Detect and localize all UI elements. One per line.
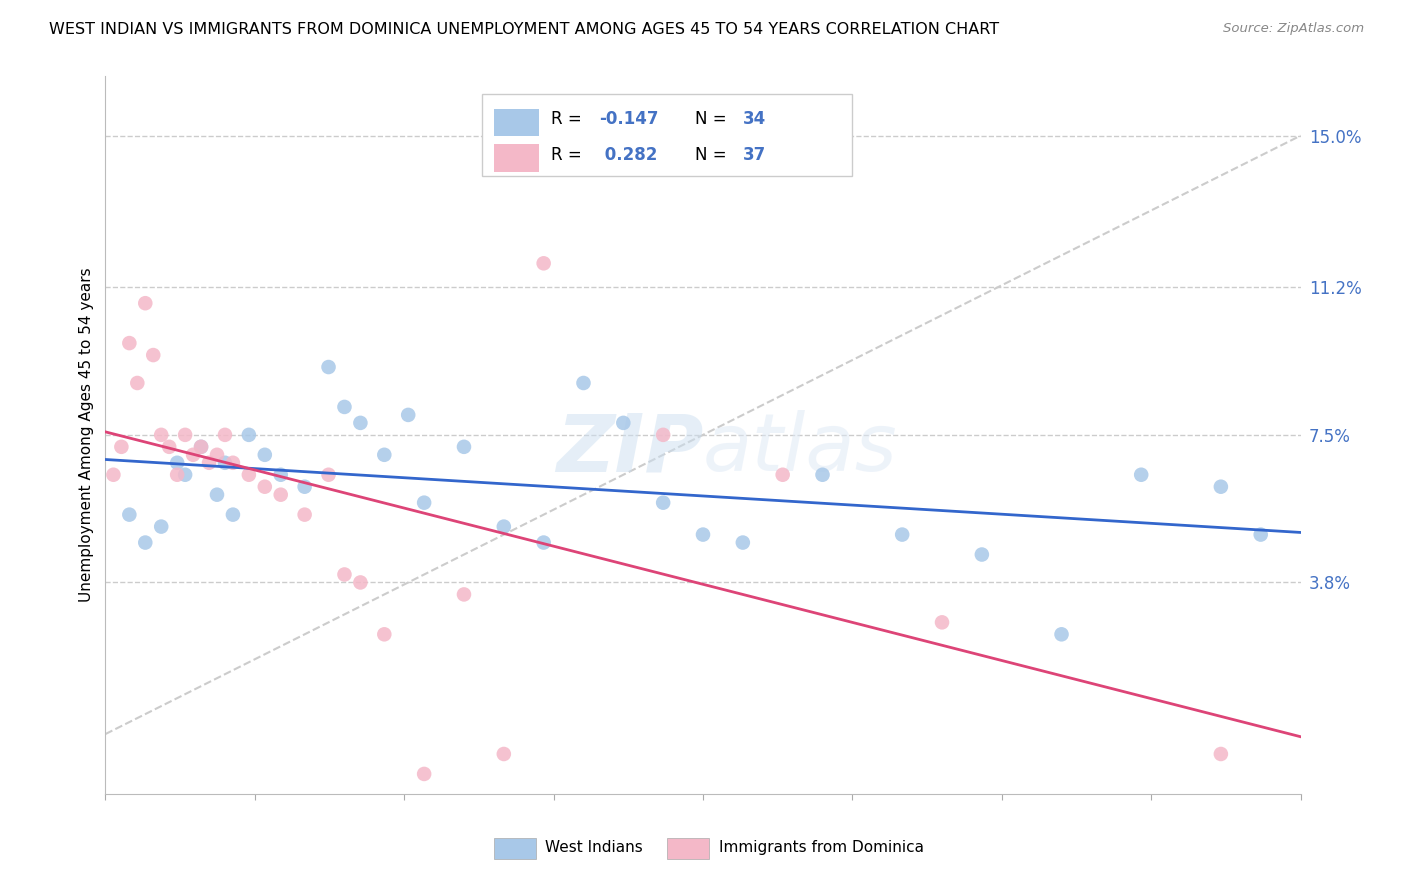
- Point: [134, 296, 156, 310]
- Point: [612, 416, 634, 430]
- Point: [931, 615, 953, 630]
- Point: [294, 508, 316, 522]
- Text: R =: R =: [551, 110, 588, 128]
- Point: [453, 440, 475, 454]
- Point: [891, 527, 914, 541]
- Point: [294, 480, 316, 494]
- Text: WEST INDIAN VS IMMIGRANTS FROM DOMINICA UNEMPLOYMENT AMONG AGES 45 TO 54 YEARS C: WEST INDIAN VS IMMIGRANTS FROM DOMINICA …: [49, 22, 1000, 37]
- Point: [772, 467, 794, 482]
- FancyBboxPatch shape: [494, 838, 536, 858]
- Point: [190, 440, 212, 454]
- Point: [150, 428, 173, 442]
- Point: [222, 508, 245, 522]
- Point: [318, 359, 340, 374]
- FancyBboxPatch shape: [494, 109, 540, 136]
- Text: R =: R =: [551, 145, 588, 164]
- Text: Immigrants from Dominica: Immigrants from Dominica: [718, 840, 924, 855]
- Point: [1050, 627, 1073, 641]
- Point: [174, 428, 197, 442]
- Point: [118, 508, 141, 522]
- Point: [190, 440, 212, 454]
- Text: 37: 37: [742, 145, 766, 164]
- Point: [1130, 467, 1153, 482]
- Point: [1209, 480, 1232, 494]
- Point: [373, 627, 395, 641]
- Point: [142, 348, 165, 362]
- Point: [181, 448, 204, 462]
- Point: [396, 408, 419, 422]
- Text: N =: N =: [695, 110, 731, 128]
- Point: [118, 336, 141, 351]
- Point: [166, 456, 188, 470]
- Point: [492, 747, 515, 761]
- Point: [333, 567, 356, 582]
- Point: [1250, 527, 1272, 541]
- Point: [413, 496, 436, 510]
- FancyBboxPatch shape: [494, 145, 540, 172]
- Text: atlas: atlas: [703, 410, 898, 488]
- Point: [270, 488, 292, 502]
- Point: [198, 456, 221, 470]
- Point: [157, 440, 180, 454]
- Point: [349, 416, 371, 430]
- Y-axis label: Unemployment Among Ages 45 to 54 years: Unemployment Among Ages 45 to 54 years: [79, 268, 94, 602]
- Text: Source: ZipAtlas.com: Source: ZipAtlas.com: [1223, 22, 1364, 36]
- Point: [110, 440, 132, 454]
- Point: [692, 527, 714, 541]
- Point: [253, 480, 276, 494]
- Point: [652, 496, 675, 510]
- Point: [373, 448, 395, 462]
- Point: [174, 467, 197, 482]
- Point: [222, 456, 245, 470]
- Point: [127, 376, 149, 390]
- Text: West Indians: West Indians: [546, 840, 643, 855]
- Point: [318, 467, 340, 482]
- Point: [413, 767, 436, 781]
- Point: [1209, 747, 1232, 761]
- Point: [238, 467, 260, 482]
- Point: [453, 587, 475, 601]
- Point: [103, 467, 125, 482]
- Point: [811, 467, 834, 482]
- Point: [333, 400, 356, 414]
- Point: [150, 519, 173, 533]
- Point: [134, 535, 156, 549]
- Point: [652, 428, 675, 442]
- Point: [270, 467, 292, 482]
- Point: [214, 428, 236, 442]
- Text: -0.147: -0.147: [599, 110, 658, 128]
- Point: [238, 428, 260, 442]
- Point: [166, 467, 188, 482]
- Point: [970, 548, 993, 562]
- Text: 34: 34: [742, 110, 766, 128]
- Point: [572, 376, 595, 390]
- Point: [253, 448, 276, 462]
- FancyBboxPatch shape: [482, 94, 852, 177]
- Point: [533, 535, 555, 549]
- Point: [205, 488, 228, 502]
- Point: [533, 256, 555, 270]
- Point: [205, 448, 228, 462]
- Text: 0.282: 0.282: [599, 145, 658, 164]
- Text: N =: N =: [695, 145, 731, 164]
- Point: [731, 535, 754, 549]
- Point: [492, 519, 515, 533]
- Text: ZIP: ZIP: [555, 410, 703, 488]
- FancyBboxPatch shape: [666, 838, 709, 858]
- Point: [214, 456, 236, 470]
- Point: [349, 575, 371, 590]
